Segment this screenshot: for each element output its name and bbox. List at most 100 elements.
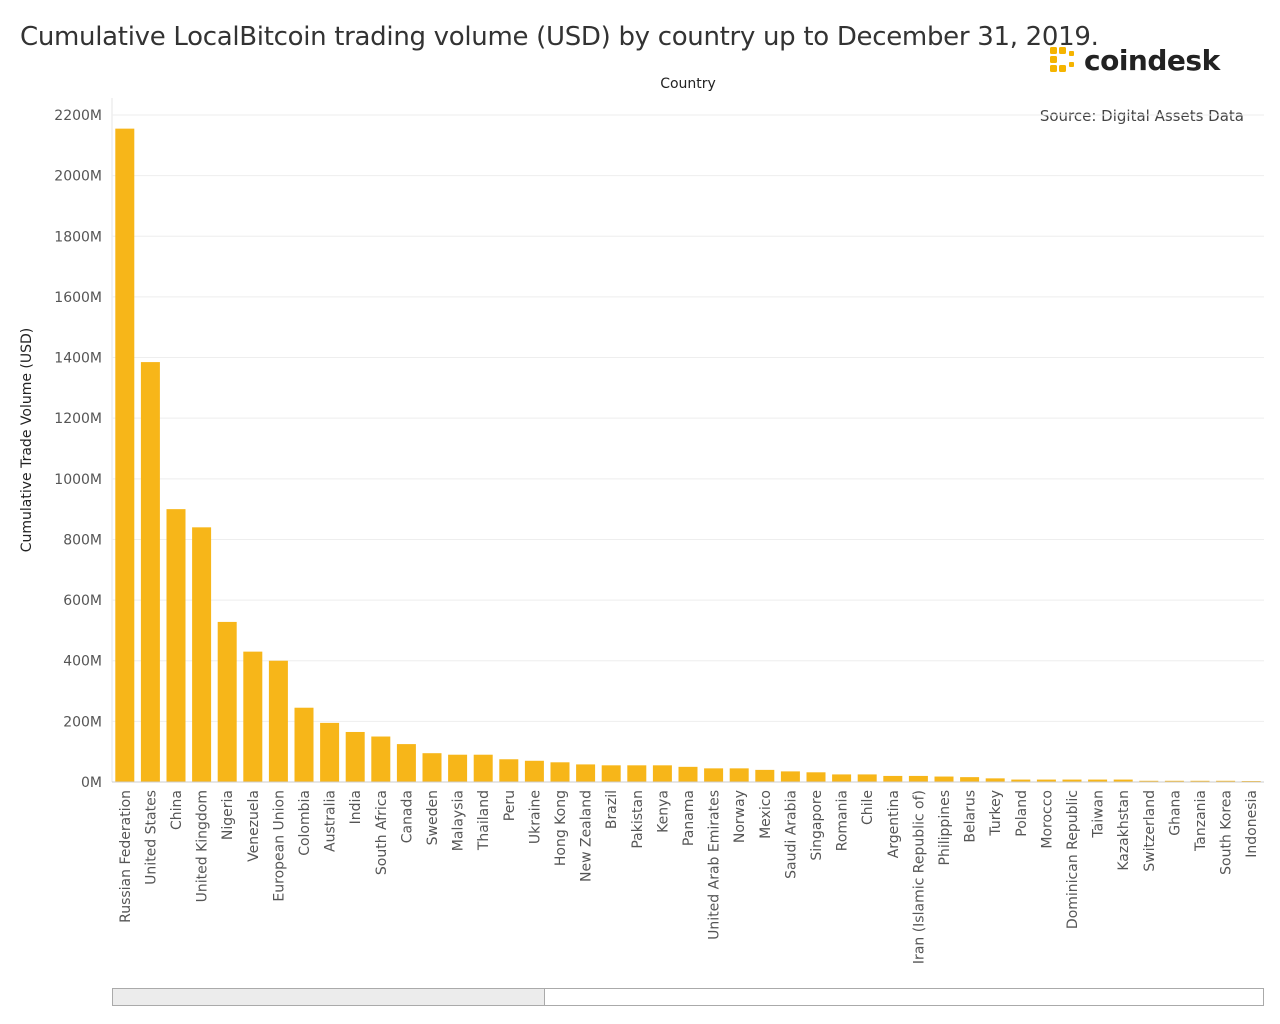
y-tick-label: 200M [63, 714, 102, 730]
x-tick-label: Peru [502, 790, 518, 821]
bar[interactable] [1036, 779, 1056, 782]
x-tick-label: South Africa [374, 790, 390, 875]
bar[interactable] [1164, 780, 1184, 782]
bar[interactable] [576, 764, 596, 782]
scrollbar-thumb[interactable] [113, 989, 546, 1005]
coindesk-logo-text: coindesk [1084, 43, 1220, 77]
x-tick-label: India [348, 790, 364, 824]
bar[interactable] [857, 774, 877, 782]
bar[interactable] [166, 509, 186, 782]
x-tick-label: Colombia [297, 790, 313, 856]
x-tick-label: Romania [835, 790, 851, 851]
bar[interactable] [780, 771, 800, 782]
bar[interactable] [755, 769, 775, 782]
bar[interactable] [1062, 779, 1082, 782]
x-tick-label: Turkey [988, 790, 1004, 837]
x-tick-label: Panama [681, 790, 697, 846]
source-note: Source: Digital Assets Data [1039, 107, 1244, 125]
x-tick-label: Indonesia [1244, 790, 1260, 858]
x-tick-label: Malaysia [451, 790, 467, 851]
bar[interactable] [1190, 780, 1210, 782]
bar[interactable] [908, 775, 928, 782]
x-tick-label: Hong Kong [553, 790, 569, 866]
y-tick-label: 2000M [54, 169, 102, 185]
bar[interactable] [1216, 780, 1236, 782]
y-tick-label: 1400M [54, 351, 102, 367]
bar[interactable] [627, 765, 647, 782]
x-tick-label: Venezuela [246, 790, 262, 862]
bar[interactable] [601, 765, 621, 782]
bar[interactable] [294, 707, 314, 782]
bar[interactable] [192, 527, 212, 782]
x-tick-label: Pakistan [630, 790, 646, 849]
y-tick-label: 1800M [54, 229, 102, 245]
x-tick-label: European Union [271, 790, 287, 902]
bar[interactable] [550, 762, 570, 782]
horizontal-scrollbar[interactable] [112, 988, 1264, 1006]
bar[interactable] [960, 777, 980, 782]
y-tick-label: 0M [81, 775, 102, 791]
x-tick-label: Poland [1014, 790, 1030, 837]
bar[interactable] [652, 765, 672, 782]
x-tick-label: New Zealand [579, 790, 595, 882]
bar[interactable] [268, 660, 288, 782]
x-tick-label: Switzerland [1142, 790, 1158, 872]
bar[interactable] [1113, 779, 1133, 782]
x-tick-label: Iran (Islamic Republic of) [911, 790, 927, 964]
x-tick-label: United States [143, 790, 159, 885]
bar[interactable] [345, 731, 365, 782]
bar[interactable] [371, 736, 391, 782]
x-tick-label: Dominican Republic [1065, 790, 1081, 929]
x-tick-label: Morocco [1039, 790, 1055, 849]
x-tick-label: Philippines [937, 790, 953, 865]
y-tick-label: 600M [63, 593, 102, 609]
x-tick-label: China [169, 790, 185, 830]
bar[interactable] [473, 754, 493, 782]
bar[interactable] [217, 621, 237, 782]
x-tick-label: Singapore [809, 790, 825, 861]
x-tick-label: United Kingdom [195, 790, 211, 902]
y-tick-label: 400M [63, 654, 102, 670]
bar[interactable] [243, 651, 263, 782]
x-axis-title: Country [660, 76, 716, 92]
bar[interactable] [320, 722, 340, 782]
bar[interactable] [1088, 779, 1108, 782]
bar[interactable] [704, 768, 724, 782]
bar[interactable] [1139, 780, 1159, 782]
x-tick-label: Belarus [963, 790, 979, 843]
y-tick-label: 1200M [54, 411, 102, 427]
bar[interactable] [883, 775, 903, 782]
bar[interactable] [140, 362, 160, 782]
bar[interactable] [115, 128, 135, 782]
bar[interactable] [934, 776, 954, 782]
bar[interactable] [729, 768, 749, 782]
bar-chart: 0M 200M 400M 600M 800M 1000M 1200M 1400M 1600M 18… [54, 98, 1264, 964]
x-tick-label: Brazil [604, 790, 620, 829]
y-tick-label: 2200M [54, 108, 102, 124]
x-tick-label: Chile [860, 790, 876, 825]
x-tick-label: Sweden [425, 790, 441, 845]
x-tick-label: Russian Federation [118, 790, 134, 923]
bar[interactable] [448, 754, 468, 782]
x-tick-label: Thailand [476, 790, 492, 851]
bar[interactable] [499, 759, 519, 782]
bar[interactable] [832, 774, 852, 782]
y-tick-label: 1600M [54, 290, 102, 306]
x-tick-label: Norway [732, 790, 748, 843]
bar[interactable] [396, 744, 416, 782]
bar[interactable] [678, 766, 698, 782]
x-tick-label: Argentina [886, 790, 902, 858]
x-tick-label: Australia [323, 790, 339, 852]
bar[interactable] [422, 753, 442, 782]
x-tick-label: Saudi Arabia [783, 790, 799, 879]
bar[interactable] [985, 778, 1005, 782]
x-tick-label: Kenya [655, 790, 671, 833]
x-tick-label: Tanzania [1193, 790, 1209, 852]
x-tick-label: Taiwan [1091, 790, 1107, 839]
bar[interactable] [1011, 779, 1031, 782]
coindesk-logo: coindesk [1048, 40, 1220, 80]
x-tick-label: United Arab Emirates [707, 790, 723, 940]
x-tick-label: South Korea [1219, 790, 1235, 875]
bar[interactable] [524, 760, 544, 782]
bar[interactable] [806, 772, 826, 782]
